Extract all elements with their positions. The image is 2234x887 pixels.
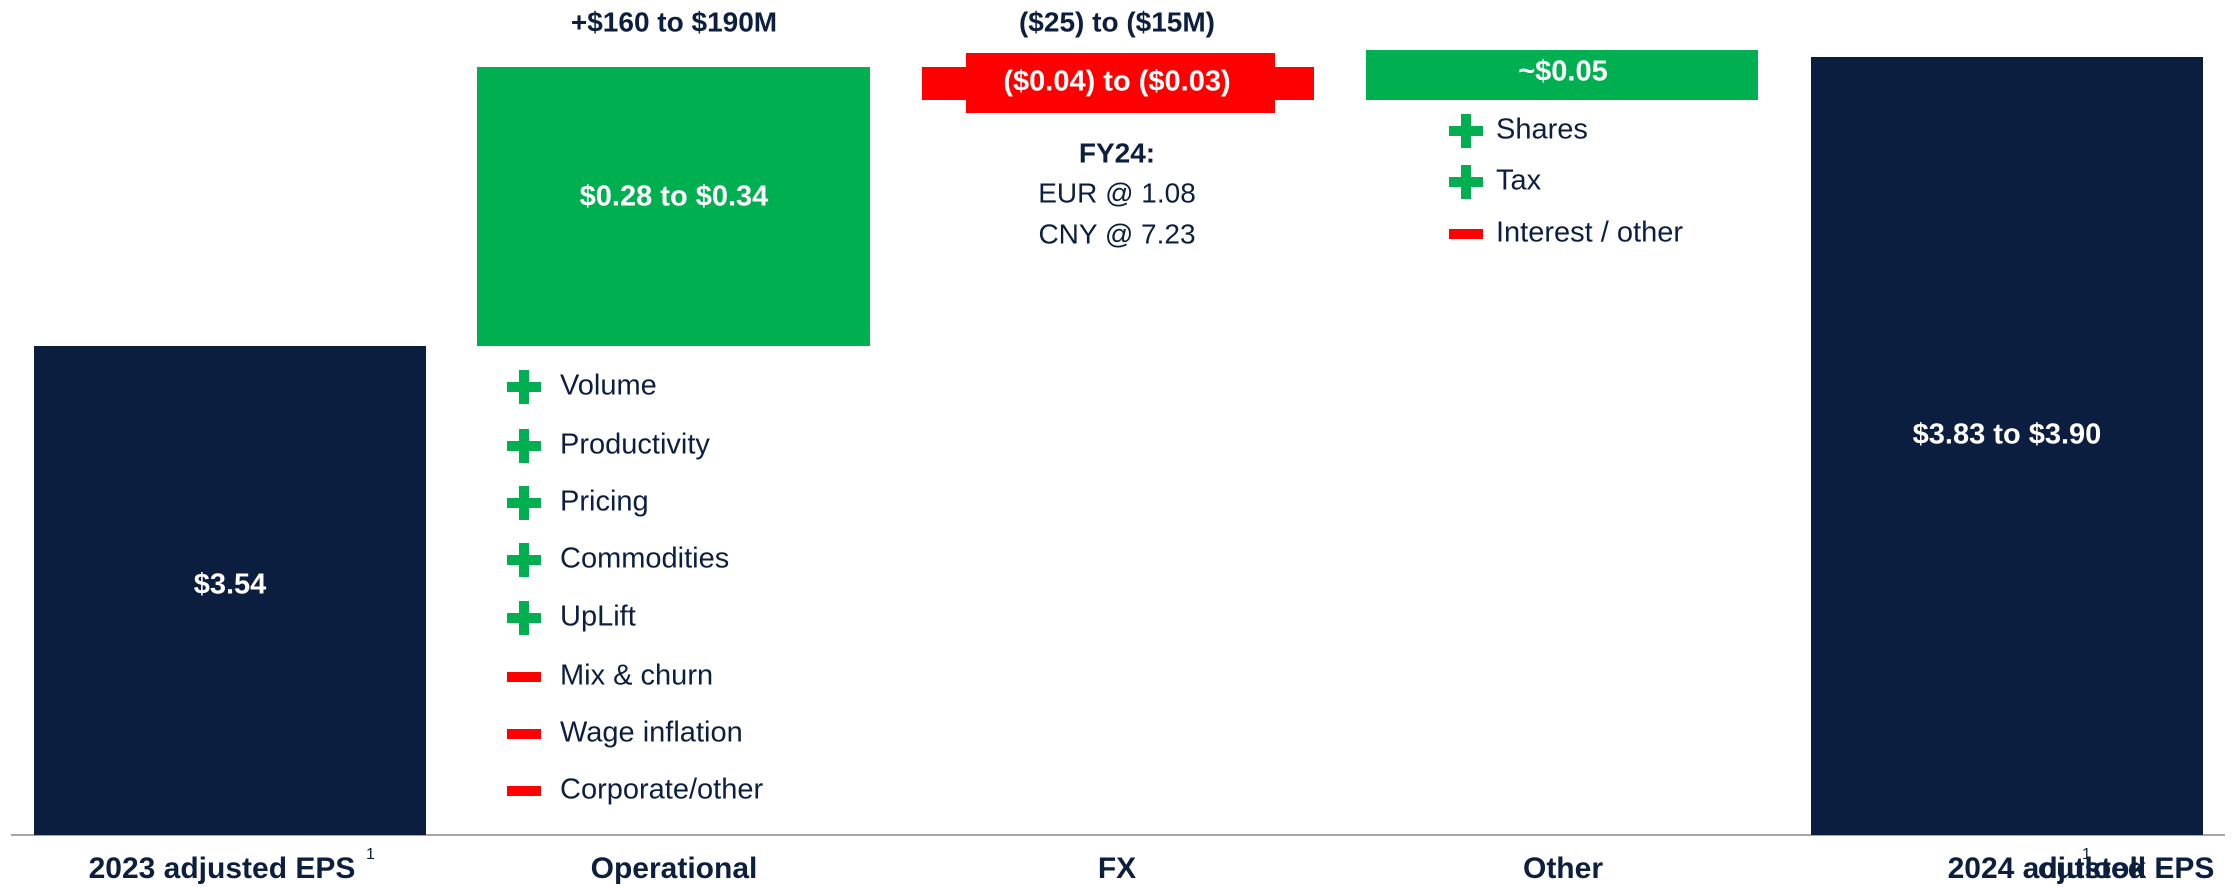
footnote-mark: 1: [366, 846, 375, 863]
minus-icon: [507, 672, 541, 682]
driver-label: Shares: [1496, 114, 1588, 146]
minus-icon: [1449, 229, 1483, 239]
category-label: 2023 adjusted EPS: [89, 852, 356, 885]
note: CNY @ 7.23: [1038, 218, 1195, 249]
note: EUR @ 1.08: [1038, 177, 1196, 208]
minus-icon: [507, 786, 541, 796]
note-title: FY24:: [1079, 137, 1155, 168]
driver-list: Shares Tax Interest / other: [1449, 114, 1683, 249]
bar-label: $3.83 to $3.90: [1913, 419, 2102, 451]
bar-label: $0.28 to $0.34: [580, 181, 769, 213]
plus-icon: [507, 429, 541, 463]
category-label: Other: [1523, 852, 1603, 885]
category-label: 2024 adjusted EPS: [1948, 852, 2215, 885]
driver-label: Mix & churn: [560, 660, 713, 692]
plus-icon: [1449, 114, 1483, 148]
minus-icon: [507, 729, 541, 739]
driver-label: Volume: [560, 370, 657, 402]
driver-label: Productivity: [560, 429, 710, 461]
bar-label: ~$0.05: [1518, 56, 1608, 88]
column-header: ($25) to ($15M): [1019, 6, 1215, 37]
bar-2023: [34, 346, 426, 835]
bar-other: [1366, 50, 1758, 100]
plus-icon: [1449, 165, 1483, 199]
bar-label: $3.54: [194, 569, 267, 601]
driver-label: UpLift: [560, 601, 636, 633]
plus-icon: [507, 486, 541, 520]
column-header: +$160 to $190M: [571, 6, 777, 37]
bar-operational: [477, 67, 870, 346]
plus-icon: [507, 370, 541, 404]
driver-label: Interest / other: [1496, 217, 1683, 249]
plus-icon: [507, 601, 541, 635]
driver-label: Commodities: [560, 543, 729, 575]
driver-label: Tax: [1496, 165, 1542, 197]
bar-label: ($0.04) to ($0.03): [1003, 66, 1230, 98]
driver-label: Corporate/other: [560, 774, 763, 806]
driver-label: Pricing: [560, 486, 649, 518]
bar-fx-range: [966, 53, 1275, 113]
driver-label: Wage inflation: [560, 717, 743, 749]
footnote-mark: 1: [2082, 846, 2091, 863]
category-label: FX: [1098, 852, 1136, 885]
category-label: Operational: [591, 852, 758, 885]
bar-2024: [1811, 57, 2203, 835]
plus-icon: [507, 543, 541, 577]
driver-list: Volume Productivity Pricing Commodities UpLi…: [507, 370, 763, 806]
category-label-suffix: outlook: [2038, 852, 2147, 885]
